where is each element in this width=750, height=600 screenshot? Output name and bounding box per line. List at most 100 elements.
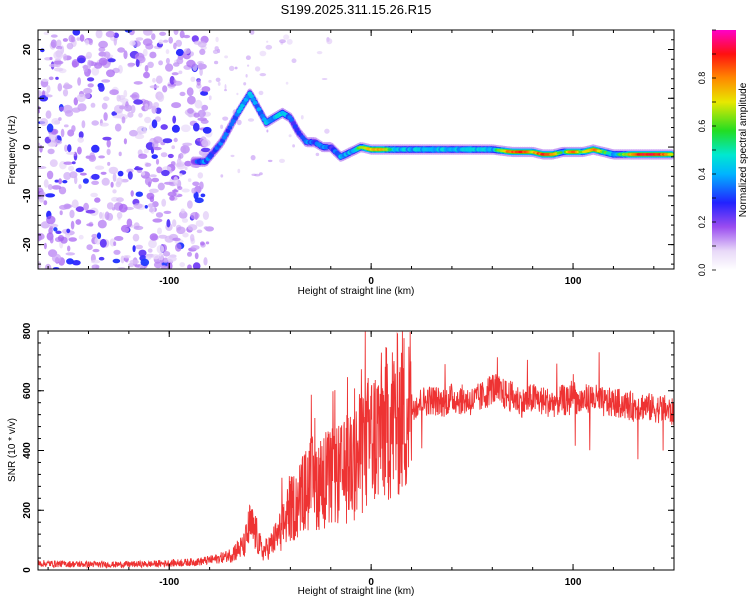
noise-blob: [158, 60, 164, 66]
noise-blob: [266, 129, 269, 133]
noise-blob: [180, 144, 190, 154]
noise-blob: [186, 59, 196, 68]
noise-blob: [77, 146, 82, 155]
noise-blob: [65, 252, 76, 256]
noise-blob: [165, 63, 174, 72]
noise-blob: [179, 173, 183, 177]
noise-blob: [156, 244, 165, 254]
ridge-cell: [223, 131, 229, 137]
noise-blob: [200, 193, 206, 198]
noise-blob: [157, 182, 165, 191]
noise-blob: [99, 211, 103, 219]
noise-blob: [49, 56, 53, 61]
noise-blob: [190, 212, 200, 220]
noise-blob: [324, 128, 330, 134]
noise-blob: [77, 137, 84, 143]
noise-blob: [236, 119, 242, 126]
noise-blob: [76, 93, 86, 103]
noise-blob: [137, 57, 144, 61]
noise-blob: [144, 205, 148, 209]
noise-blob: [254, 66, 261, 72]
noise-blob: [300, 115, 304, 120]
noise-blob: [66, 228, 71, 234]
noise-blob: [222, 116, 229, 121]
noise-blob: [173, 30, 179, 36]
noise-blob: [68, 165, 75, 172]
noise-blob: [127, 171, 133, 180]
noise-blob: [83, 202, 89, 211]
noise-blob: [83, 87, 93, 94]
noise-blob: [152, 146, 162, 151]
noise-blob: [173, 79, 177, 83]
noise-blob: [144, 176, 153, 186]
noise-blob: [105, 30, 116, 38]
noise-blob: [190, 245, 200, 250]
noise-blob: [195, 220, 204, 227]
noise-blob: [103, 112, 108, 121]
noise-blob: [153, 136, 163, 144]
noise-blob: [149, 233, 158, 241]
noise-blob: [183, 48, 191, 54]
noise-blob: [149, 196, 155, 203]
noise-blob: [55, 49, 62, 58]
noise-blob: [177, 186, 183, 191]
noise-blob: [94, 165, 105, 170]
noise-blob: [117, 47, 125, 53]
noise-blob: [51, 253, 62, 263]
noise-blob: [130, 105, 136, 114]
colorbar-tick-label: 0.4: [697, 168, 707, 181]
noise-blob: [77, 77, 81, 86]
noise-blob: [179, 91, 186, 97]
ridge-cell: [258, 110, 264, 116]
noise-blob: [120, 255, 125, 264]
noise-blob: [92, 248, 100, 253]
noise-blob: [60, 128, 65, 138]
noise-blob: [143, 148, 149, 154]
noise-blob: [48, 76, 54, 81]
noise-blob: [116, 197, 124, 203]
noise-blob: [87, 77, 95, 82]
noise-blob: [149, 188, 159, 193]
ridge-cell: [261, 117, 267, 122]
y-tick-label: 0: [22, 144, 33, 150]
noise-blob: [71, 199, 79, 209]
noise-blob: [113, 36, 118, 46]
ridge-cell: [231, 118, 236, 124]
noise-blob: [145, 256, 152, 260]
noise-blob: [151, 141, 159, 149]
noise-blob: [182, 142, 193, 146]
y-tick-label: -20: [22, 237, 33, 252]
noise-blob: [144, 116, 152, 124]
noise-blob: [63, 172, 72, 180]
noise-blob: [220, 174, 224, 178]
noise-blob: [72, 30, 81, 36]
noise-blob: [118, 203, 128, 213]
noise-blob: [237, 168, 241, 174]
noise-blob: [151, 154, 158, 160]
noise-blob: [135, 191, 143, 197]
noise-blob: [157, 93, 165, 102]
y-tick-label: 10: [22, 92, 33, 104]
spectrogram-ylabel: Frequency (Hz): [7, 116, 18, 185]
x-tick-label: -100: [159, 577, 179, 588]
noise-blob: [126, 168, 134, 174]
noise-blob: [116, 212, 123, 219]
y-tick-label: 800: [22, 322, 33, 339]
noise-blob: [168, 36, 173, 44]
noise-blob: [101, 177, 110, 186]
noise-blob: [259, 73, 267, 77]
x-tick-label: 0: [368, 577, 374, 588]
noise-blob: [178, 70, 183, 75]
noise-blob: [143, 71, 150, 79]
noise-blob: [187, 200, 193, 209]
noise-blob: [151, 33, 156, 40]
noise-blob: [135, 37, 144, 41]
noise-blob: [197, 172, 204, 179]
noise-blob: [104, 211, 110, 220]
noise-blob: [158, 253, 164, 261]
noise-blob: [116, 94, 121, 102]
noise-blob: [285, 81, 289, 85]
noise-blob: [193, 122, 200, 132]
noise-blob: [86, 244, 93, 251]
